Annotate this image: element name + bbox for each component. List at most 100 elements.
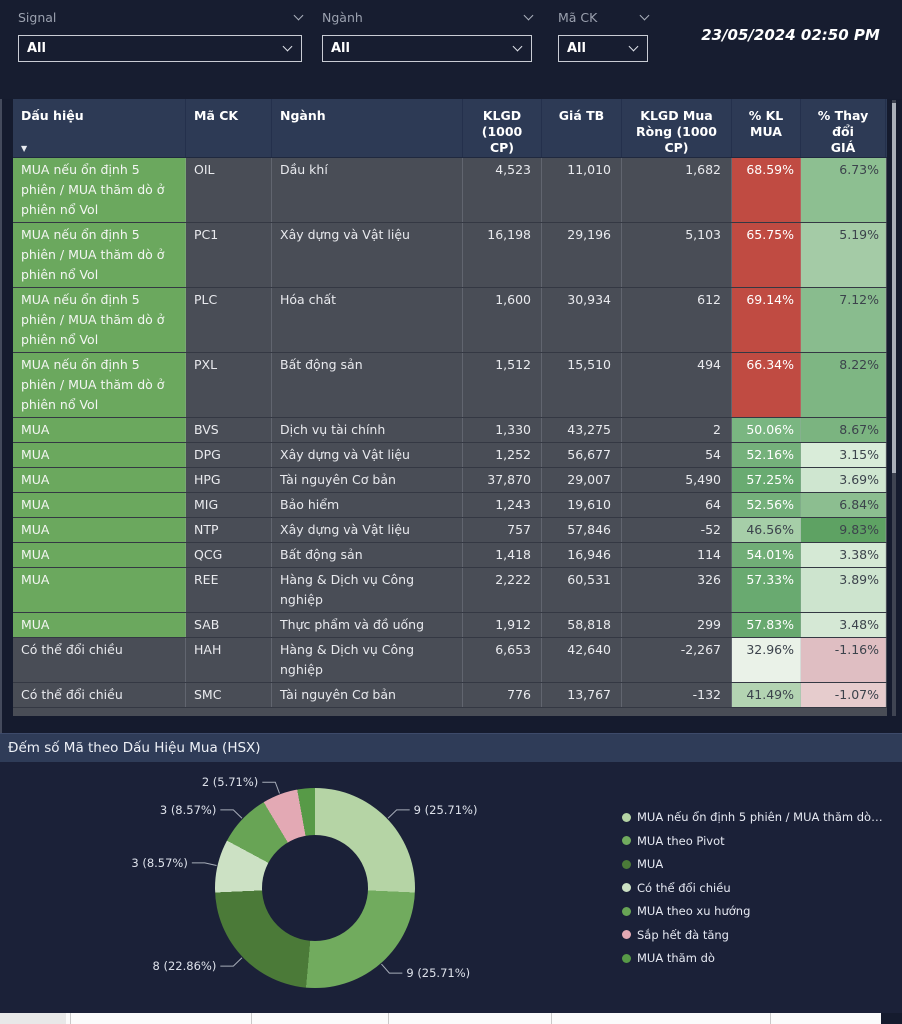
cell-industry[interactable]: Hàng & Dịch vụ Công nghiệp [272,638,463,682]
cell-klgd[interactable]: 16,198 [463,223,542,287]
legend-item[interactable]: MUA theo Pivot [622,834,883,848]
legend-item[interactable]: Có thể đổi chiều [622,881,883,895]
cell-ticker[interactable]: NTP [186,518,272,542]
cell-industry[interactable]: Hóa chất [272,288,463,352]
sort-descending-icon[interactable]: ▼ [21,144,28,153]
legend-item[interactable]: MUA thăm dò [622,951,883,965]
cell-klgd[interactable]: 776 [463,683,542,707]
cell-pct-thay-doi-gia[interactable]: -1.07% [801,683,886,707]
cell-industry[interactable]: Xây dựng và Vật liệu [272,518,463,542]
legend-item[interactable]: MUA theo xu hướng [622,904,883,918]
cell-pct-kl-mua[interactable]: 52.56% [732,493,801,517]
cell-pct-kl-mua[interactable]: 66.34% [732,353,801,417]
cell-pct-kl-mua[interactable]: 41.49% [732,683,801,707]
cell-gia-tb[interactable]: 16,946 [542,543,622,567]
column-header[interactable]: Giá TB [542,99,622,157]
cell-klgd[interactable]: 1,418 [463,543,542,567]
cell-klgd[interactable]: 1,252 [463,443,542,467]
table-row[interactable]: MUA nếu ổn định 5 phiên / MUA thăm dò ở … [13,353,887,418]
cell-pct-kl-mua[interactable]: 54.01% [732,543,801,567]
chevron-down-icon[interactable] [639,10,650,20]
cell-industry[interactable]: Xây dựng và Vật liệu [272,443,463,467]
legend-item[interactable]: MUA nếu ổn định 5 phiên / MUA thăm dò… [622,810,883,824]
cell-signal[interactable]: MUA [13,493,186,517]
cell-klgd-mua-rong[interactable]: 326 [622,568,732,612]
cell-industry[interactable]: Thực phẩm và đồ uống [272,613,463,637]
cell-pct-kl-mua[interactable]: 57.33% [732,568,801,612]
cell-pct-thay-doi-gia[interactable]: 8.22% [801,353,886,417]
cell-pct-kl-mua[interactable]: 65.75% [732,223,801,287]
cell-ticker[interactable]: PXL [186,353,272,417]
cell-pct-thay-doi-gia[interactable]: 3.69% [801,468,886,492]
table-row[interactable]: MUA SAB Thực phẩm và đồ uống 1,912 58,818 299… [13,613,887,638]
table-row[interactable]: Có thể đổi chiều HAH Hàng & Dịch vụ Công n… [13,638,887,683]
column-header[interactable]: KLGD Mua Ròng (1000 CP) [622,99,732,157]
chevron-down-icon[interactable] [523,10,534,20]
cell-pct-thay-doi-gia[interactable]: 8.67% [801,418,886,442]
cell-signal[interactable]: MUA [13,468,186,492]
cell-pct-kl-mua[interactable]: 68.59% [732,158,801,222]
cell-klgd-mua-rong[interactable]: 2 [622,418,732,442]
filter-nganh-select[interactable]: All [322,35,532,62]
cell-pct-kl-mua[interactable]: 46.56% [732,518,801,542]
cell-ticker[interactable]: REE [186,568,272,612]
cell-industry[interactable]: Dầu khí [272,158,463,222]
cell-klgd-mua-rong[interactable]: -2,267 [622,638,732,682]
cell-klgd[interactable]: 757 [463,518,542,542]
table-row[interactable]: MUA QCG Bất động sản 1,418 16,946 114 54.01% 3.… [13,543,887,568]
column-header[interactable]: % KL MUA [732,99,801,157]
cell-pct-kl-mua[interactable]: 57.83% [732,613,801,637]
cell-industry[interactable]: Bảo hiểm [272,493,463,517]
column-header[interactable]: Dấu hiệu [13,99,186,157]
cell-signal[interactable]: MUA nếu ổn định 5 phiên / MUA thăm dò ở … [13,158,186,222]
table-row[interactable]: MUA DPG Xây dựng và Vật liệu 1,252 56,677 54 5… [13,443,887,468]
legend-item[interactable]: MUA [622,857,883,871]
cell-klgd-mua-rong[interactable]: 1,682 [622,158,732,222]
cell-gia-tb[interactable]: 58,818 [542,613,622,637]
cell-klgd-mua-rong[interactable]: 494 [622,353,732,417]
cell-ticker[interactable]: SMC [186,683,272,707]
cell-signal[interactable]: MUA nếu ổn định 5 phiên / MUA thăm dò ở … [13,288,186,352]
cell-klgd[interactable]: 1,600 [463,288,542,352]
cell-pct-thay-doi-gia[interactable]: 7.12% [801,288,886,352]
cell-klgd[interactable]: 1,330 [463,418,542,442]
cell-ticker[interactable]: DPG [186,443,272,467]
cell-klgd-mua-rong[interactable]: 5,103 [622,223,732,287]
cell-pct-kl-mua[interactable]: 52.16% [732,443,801,467]
cell-klgd-mua-rong[interactable]: 54 [622,443,732,467]
cell-gia-tb[interactable]: 11,010 [542,158,622,222]
cell-pct-thay-doi-gia[interactable]: 5.19% [801,223,886,287]
cell-klgd-mua-rong[interactable]: 299 [622,613,732,637]
cell-pct-thay-doi-gia[interactable]: 3.48% [801,613,886,637]
cell-ticker[interactable]: HPG [186,468,272,492]
cell-klgd[interactable]: 4,523 [463,158,542,222]
cell-industry[interactable]: Hàng & Dịch vụ Công nghiệp [272,568,463,612]
cell-industry[interactable]: Tài nguyên Cơ bản [272,468,463,492]
cell-gia-tb[interactable]: 57,846 [542,518,622,542]
cell-pct-kl-mua[interactable]: 57.25% [732,468,801,492]
table-row[interactable]: MUA nếu ổn định 5 phiên / MUA thăm dò ở … [13,288,887,353]
cell-industry[interactable]: Dịch vụ tài chính [272,418,463,442]
cell-industry[interactable]: Xây dựng và Vật liệu [272,223,463,287]
column-header[interactable]: Mã CK [186,99,272,157]
cell-klgd-mua-rong[interactable]: 114 [622,543,732,567]
table-row[interactable]: MUA nếu ổn định 5 phiên / MUA thăm dò ở … [13,158,887,223]
cell-pct-thay-doi-gia[interactable]: 3.38% [801,543,886,567]
cell-klgd-mua-rong[interactable]: 612 [622,288,732,352]
cell-ticker[interactable]: QCG [186,543,272,567]
cell-signal[interactable]: MUA [13,613,186,637]
cell-industry[interactable]: Bất động sản [272,353,463,417]
cell-ticker[interactable]: HAH [186,638,272,682]
chevron-down-icon[interactable] [293,10,304,20]
cell-gia-tb[interactable]: 30,934 [542,288,622,352]
cell-ticker[interactable]: PC1 [186,223,272,287]
cell-klgd-mua-rong[interactable]: -52 [622,518,732,542]
cell-klgd[interactable]: 1,243 [463,493,542,517]
cell-pct-thay-doi-gia[interactable]: 6.73% [801,158,886,222]
cell-gia-tb[interactable]: 29,196 [542,223,622,287]
cell-ticker[interactable]: MIG [186,493,272,517]
cell-klgd[interactable]: 2,222 [463,568,542,612]
table-scrollbar[interactable] [892,100,896,716]
filter-ma-ck-select[interactable]: All [558,35,648,62]
cell-ticker[interactable]: OIL [186,158,272,222]
